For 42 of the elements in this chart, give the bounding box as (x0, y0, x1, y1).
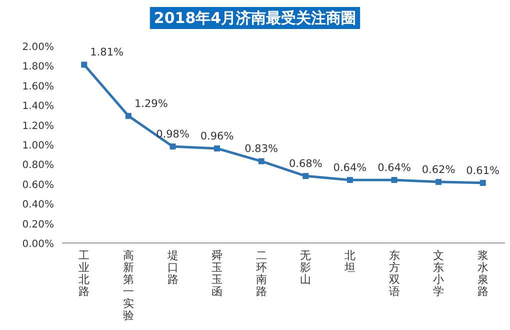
y-tick-label: 0.40% (22, 200, 54, 211)
point (170, 143, 176, 150)
x-tick-label: 北坦 (343, 249, 356, 274)
point (81, 62, 88, 68)
y-tick-label: 1.40% (22, 101, 54, 112)
data-label: 0.68% (288, 158, 322, 170)
point (480, 180, 486, 186)
y-tick-label: 0.20% (22, 219, 54, 230)
point (436, 178, 442, 185)
x-tick-label: 舜玉玉函 (212, 249, 223, 298)
y-tick-label: 1.20% (22, 120, 54, 132)
point (391, 176, 398, 183)
data-label: 0.96% (200, 130, 234, 142)
point (302, 173, 309, 180)
y-tick-label: 2.00% (22, 42, 54, 53)
x-tick-label: 浆水泉路 (477, 249, 488, 298)
x-tick-label: 二环南路 (256, 249, 267, 298)
point (258, 158, 264, 164)
data-label: 1.81% (90, 46, 124, 59)
point (346, 176, 353, 183)
x-tick-label: 高新第一实验 (122, 249, 134, 322)
data-label: 1.29% (134, 98, 168, 110)
x-tick-label: 工业北路 (78, 249, 90, 298)
y-tick-label: 1.80% (22, 62, 54, 73)
point (125, 112, 132, 119)
y-tick-label: 0.80% (22, 160, 54, 172)
chart-title: 2018年4月济南最受关注商圈 (154, 9, 356, 27)
y-tick-label: 0.60% (22, 180, 54, 191)
x-tick-label: 东方双语 (388, 249, 400, 298)
x-tick-label: 堤口路 (166, 249, 178, 286)
data-label: 0.64% (378, 162, 411, 174)
data-label: 0.62% (422, 164, 456, 176)
y-tick-label: 0.00% (22, 239, 54, 250)
point (214, 145, 220, 152)
y-tick-label: 1.60% (22, 81, 54, 92)
y-tick-label: 1.00% (22, 140, 54, 152)
data-label: 0.98% (156, 128, 190, 140)
data-label: 0.83% (244, 143, 278, 156)
data-label: 0.61% (466, 164, 500, 177)
x-tick-label: 文东小学 (433, 249, 444, 298)
x-tick-label: 无影山 (300, 249, 312, 286)
data-label: 0.64% (333, 162, 367, 174)
